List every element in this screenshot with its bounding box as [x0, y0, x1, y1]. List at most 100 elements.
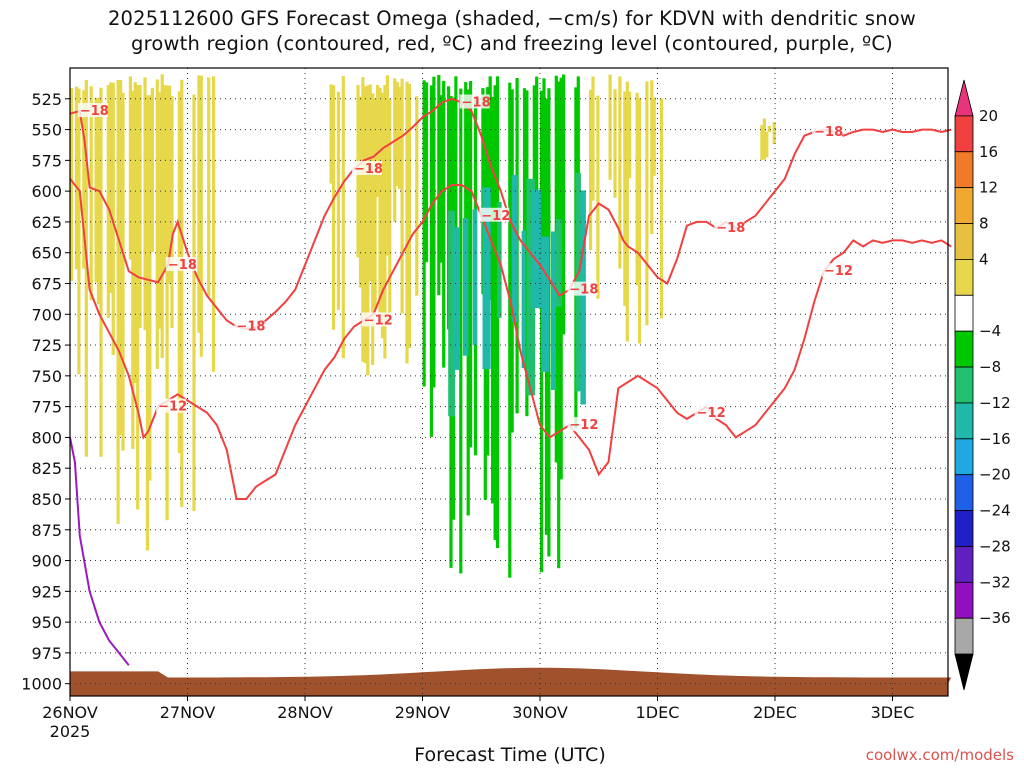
y-tick-label-975: 975 — [31, 644, 62, 663]
shade-strip-ascent-gfs-early — [143, 77, 147, 330]
shade-strip-descent-30nov — [469, 81, 473, 448]
shade-strip-ascent-28nov — [366, 85, 370, 376]
shade-strip-descent-30nov — [491, 96, 495, 504]
colorbar: 20 16 12 8 4 −4 −8 −12 −16 −20 −24 −28 −32 −36 — [954, 79, 1011, 691]
shade-strip-ascent-gfs-early — [74, 86, 79, 270]
shade-strip-descent-30nov — [439, 95, 443, 263]
y-tick-label-850: 850 — [31, 490, 62, 509]
shade-strip-ascent-1dec — [645, 81, 649, 326]
shade-strip-ascent-gfs-early — [165, 85, 169, 521]
contour-label-bg — [234, 318, 265, 333]
shade-strip-ascent-gfs-early — [136, 85, 140, 510]
shade-strip-ascent-gfs-early — [167, 85, 172, 284]
shade-strip-ascent-1dec — [652, 97, 656, 176]
y-tick-label-825: 825 — [31, 459, 62, 478]
shade-strip-ascent-gfs-early — [150, 87, 154, 252]
shade-strip-ascent-gfs-early — [155, 79, 159, 369]
contour-label--18C: −18 — [354, 162, 383, 177]
colorbar-cell — [954, 115, 974, 153]
shade-strip-ascent-28nov — [407, 83, 411, 349]
contour-label-bg — [567, 417, 598, 432]
chart-title-line-1: 2025112600 GFS Forecast Omega (shaded, −… — [107, 7, 917, 30]
shade-strip-ascent-28nov — [371, 93, 375, 365]
colorbar-label-2: 12 — [979, 179, 998, 197]
shade-strip-ascent-28nov — [385, 75, 389, 256]
shade-strip-ascent-28nov — [363, 86, 367, 364]
shade-strip-descent-30nov — [464, 82, 468, 306]
shade-strip-ascent-gfs-early — [197, 75, 201, 333]
plot-frame — [69, 67, 949, 697]
y-tick-label-725: 725 — [31, 336, 62, 355]
shade-strip-descent-30nov — [459, 88, 463, 574]
shade-strip-ascent-2dec — [762, 118, 766, 160]
contour-label--18C: −18 — [716, 221, 745, 236]
shade-strip-ascent-1dec — [596, 95, 600, 299]
contour--18C — [69, 97, 952, 331]
x-tick-label-29NOV: 29NOV — [395, 703, 451, 722]
colorbar-label-12: −32 — [979, 573, 1011, 591]
colorbar-cell — [954, 366, 974, 404]
shade-strip-ascent-gfs-early — [119, 80, 123, 436]
shade-strip-ascent-28nov — [336, 91, 340, 310]
colorbar-label-11: −28 — [979, 537, 1011, 555]
contour-label--12C: −12 — [158, 400, 187, 415]
shade-strip-ascent-2dec — [767, 125, 771, 133]
shade-strip-ascent-1dec — [613, 89, 617, 198]
contour-label--12C: −12 — [697, 406, 726, 421]
colorbar-label-10: −24 — [979, 502, 1011, 520]
colorbar-cell — [954, 438, 974, 476]
x-tick-label-1DEC: 1DEC — [636, 703, 680, 722]
chart-title-line-2: growth region (contoured, red, ºC) and f… — [131, 32, 893, 55]
shade-core-descent-30nov — [541, 236, 550, 372]
shade-strip-descent-30nov — [429, 85, 433, 437]
colorbar-cell — [954, 510, 974, 547]
shade-strip-ascent-28nov — [395, 81, 399, 187]
y-tick-label-550: 550 — [31, 121, 62, 140]
colorbar-cell — [954, 402, 974, 440]
shade-strip-descent-30nov — [447, 86, 451, 330]
contour-label-bg — [351, 160, 382, 175]
shade-strip-ascent-28nov — [393, 78, 397, 222]
y-tick-label-950: 950 — [31, 613, 62, 632]
shade-strip-ascent-gfs-early — [177, 91, 181, 454]
shade-strip-ascent-1dec — [591, 76, 595, 201]
contour-label-bg — [77, 103, 108, 118]
shade-strip-ascent-gfs-early — [121, 92, 125, 451]
colorbar-cap-top — [954, 79, 974, 117]
colorbar-cell — [954, 330, 974, 368]
shade-strip-ascent-28nov — [388, 98, 392, 314]
y-tick-label-900: 900 — [31, 552, 62, 571]
contour-label-bg — [714, 220, 745, 235]
contour-label-bg — [459, 94, 490, 109]
colorbar-cell — [954, 151, 974, 189]
shade-strip-ascent-1dec — [637, 98, 642, 344]
shade-strip-ascent-gfs-early — [99, 87, 103, 457]
shade-strip-descent-30nov — [437, 74, 441, 296]
shade-core-descent-30nov — [482, 187, 491, 369]
y-tick-label-675: 675 — [31, 274, 62, 293]
shade-strip-descent-30nov — [422, 80, 426, 387]
shade-strip-ascent-2dec — [772, 122, 776, 145]
shade-strip-descent-30nov — [493, 85, 497, 540]
shade-strip-ascent-gfs-early — [158, 92, 162, 329]
chart-title: 2025112600 GFS Forecast Omega (shaded, −… — [0, 6, 1024, 56]
contour-label-bg — [821, 263, 852, 278]
x-year-label: 2025 — [50, 722, 91, 741]
y-tick-label-525: 525 — [31, 90, 62, 109]
contour-label--18C: −18 — [80, 104, 109, 119]
shade-strip-ascent-1dec — [589, 89, 593, 250]
colorbar-cell — [954, 223, 974, 260]
shade-strip-descent-30nov — [432, 76, 436, 388]
shade-strip-ascent-28nov — [383, 85, 387, 359]
contour-label--18C: −18 — [168, 258, 197, 273]
x-tick-label-3DEC: 3DEC — [871, 703, 915, 722]
y-tick-label-700: 700 — [31, 305, 62, 324]
shade-strip-ascent-28nov — [380, 92, 385, 339]
shade-strip-ascent-gfs-early — [212, 76, 216, 372]
shade-strip-ascent-1dec — [659, 98, 664, 319]
shade-strip-ascent-gfs-early — [133, 82, 137, 383]
credit-link[interactable]: coolwx.com/models — [865, 746, 1014, 764]
shade-strip-descent-30nov — [535, 76, 539, 283]
contour-label--12C: −12 — [481, 209, 510, 224]
contour-label-bg — [812, 124, 843, 139]
